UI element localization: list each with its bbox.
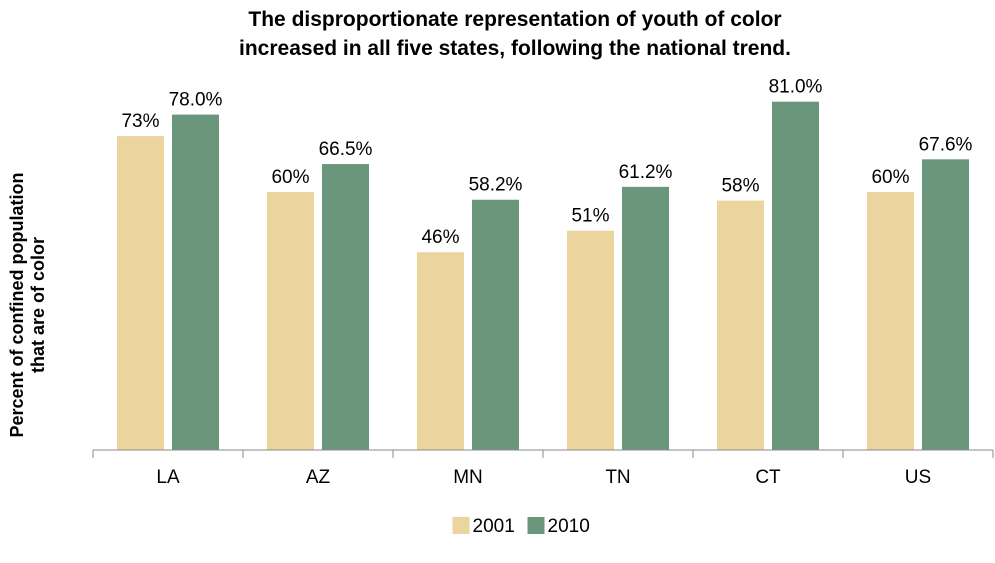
x-tick-label-tn: TN [605, 467, 630, 488]
legend-swatch-2001 [452, 517, 470, 534]
chart-title-line-1: The disproportionate representation of y… [248, 8, 781, 31]
bar-la-2010 [172, 114, 219, 450]
data-label-la-2010: 78.0% [169, 90, 223, 111]
data-label-mn-2001: 46% [421, 227, 459, 248]
data-label-mn-2010: 58.2% [469, 175, 523, 196]
bar-tn-2001 [567, 230, 614, 450]
bar-mn-2010 [472, 199, 519, 450]
bar-la-2001 [117, 136, 164, 450]
data-label-tn-2010: 61.2% [619, 162, 673, 183]
bar-tn-2010 [622, 186, 669, 450]
bar-ct-2001 [717, 200, 764, 450]
data-labels-group: 73% 78.0% 60% 66.5% 46% 58.2% 51% 61.2% 58% 81.0%… [121, 77, 972, 249]
data-label-ct-2001: 58% [721, 176, 759, 197]
bar-az-2001 [267, 192, 314, 450]
data-label-us-2010: 67.6% [919, 134, 973, 155]
data-label-az-2001: 60% [271, 167, 309, 188]
bar-us-2010 [922, 159, 969, 450]
data-label-tn-2001: 51% [571, 206, 609, 227]
bar-az-2010 [322, 164, 369, 451]
chart-title-line-2: increased in all five states, following … [239, 37, 791, 60]
bar-us-2001 [867, 192, 914, 450]
bar-ct-2010 [772, 101, 819, 450]
data-label-az-2010: 66.5% [319, 139, 373, 160]
data-label-ct-2010: 81.0% [769, 77, 823, 98]
bars-group [117, 101, 969, 451]
legend-label-2001: 2001 [473, 516, 515, 537]
legend: 2001 2010 [452, 516, 590, 537]
legend-swatch-2010 [527, 517, 545, 534]
bar-mn-2001 [417, 252, 464, 450]
x-tick-label-us: US [905, 467, 931, 488]
x-tick-label-ct: CT [755, 467, 781, 488]
x-tick-label-la: LA [156, 467, 180, 488]
x-axis: LA AZ MN TN CT US [92, 449, 994, 488]
x-tick-label-az: AZ [306, 467, 331, 488]
y-axis-label-line-2: that are of color [28, 237, 48, 373]
y-axis-label-line-1: Percent of confined population [7, 173, 27, 438]
legend-label-2010: 2010 [548, 516, 590, 537]
data-label-la-2001: 73% [121, 111, 159, 132]
x-tick-label-mn: MN [453, 467, 483, 488]
data-label-us-2001: 60% [871, 167, 909, 188]
